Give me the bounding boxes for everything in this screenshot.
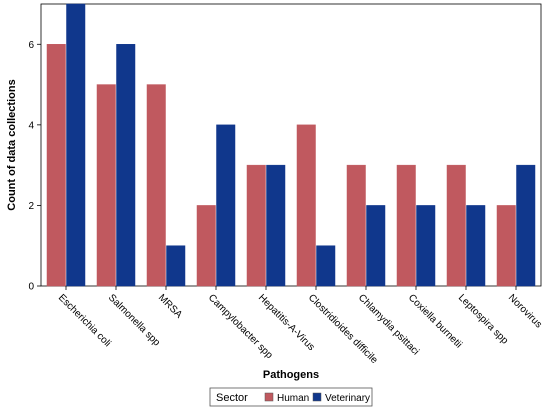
bar-veterinary-1	[116, 44, 136, 287]
legend-frame	[209, 387, 373, 407]
y-tick-label: 6	[28, 40, 34, 51]
legend-label-human: Human	[277, 393, 309, 404]
bars-group	[46, 3, 536, 287]
x-tick-label: Leptospira spp	[456, 292, 510, 346]
bar-veterinary-0	[66, 3, 86, 287]
bar-human-9	[496, 205, 516, 287]
y-tick-label: 4	[28, 120, 34, 131]
x-tick-label: Salmonella spp	[106, 292, 162, 348]
bar-human-5	[296, 124, 316, 287]
x-tick-label: Coxiella burnetii	[406, 292, 464, 350]
y-axis-title: Count of data collections	[6, 79, 18, 210]
bar-human-1	[96, 84, 116, 287]
bar-human-3	[196, 205, 216, 287]
legend: Sector Human Veterinary	[209, 387, 373, 407]
bar-veterinary-9	[516, 164, 536, 287]
bar-veterinary-7	[416, 205, 436, 287]
bar-human-0	[46, 44, 66, 287]
y-axis-ticks: 0 2 4 6	[28, 40, 41, 293]
bar-human-4	[246, 164, 266, 287]
bar-human-8	[446, 164, 466, 287]
legend-title: Sector	[216, 392, 248, 404]
bar-human-7	[396, 164, 416, 287]
legend-swatch-veterinary	[312, 392, 322, 402]
x-axis-title: Pathogens	[263, 369, 319, 381]
legend-swatch-human	[264, 392, 274, 402]
bar-veterinary-4	[266, 164, 286, 287]
bar-human-2	[146, 84, 166, 287]
y-tick-label: 0	[28, 282, 34, 293]
legend-label-veterinary: Veterinary	[325, 393, 370, 404]
bar-veterinary-6	[366, 205, 386, 287]
x-tick-label: Escherichia coli	[56, 292, 113, 349]
bar-veterinary-5	[316, 245, 336, 287]
bar-human-6	[346, 164, 366, 287]
bar-veterinary-2	[166, 245, 186, 287]
bar-veterinary-8	[466, 205, 486, 287]
bar-veterinary-3	[216, 124, 236, 287]
plot-frame	[40, 3, 542, 287]
y-tick-label: 2	[28, 201, 34, 212]
x-tick-label: MRSA	[156, 292, 184, 320]
x-tick-label: Norovirus	[506, 292, 544, 330]
